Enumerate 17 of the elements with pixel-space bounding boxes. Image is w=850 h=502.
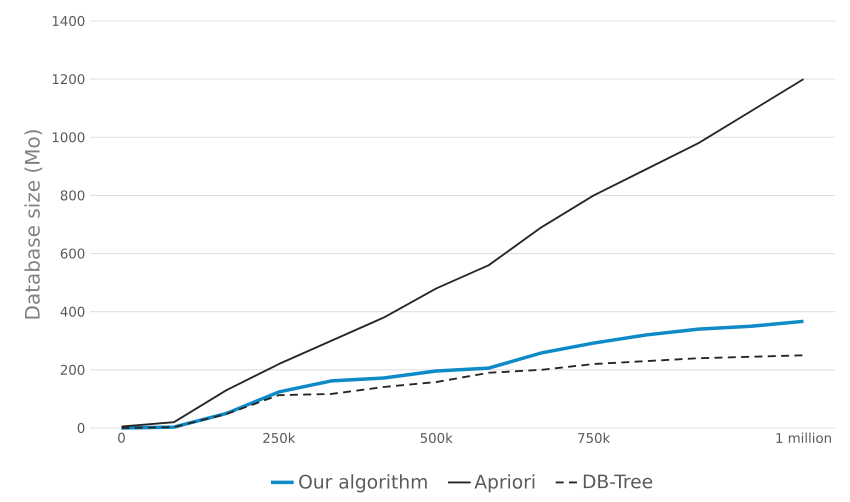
y-tick-label: 1400 xyxy=(52,16,84,26)
legend-label: Our algorithm xyxy=(299,474,427,492)
y-tick-label: 200 xyxy=(60,364,84,375)
x-tick-label: 750k xyxy=(578,432,610,444)
x-tick-label: 0 xyxy=(118,432,125,443)
y-tick-label: 1200 xyxy=(52,74,84,84)
y-axis-title: Database size (Mo) xyxy=(24,130,42,319)
x-tick-label: 1 million xyxy=(776,432,831,444)
y-tick-label: 400 xyxy=(60,306,84,317)
legend-label: Apriori xyxy=(474,474,534,492)
y-tick-label: 800 xyxy=(60,190,84,200)
x-tick-label: 250k xyxy=(263,432,296,444)
y-tick-label: 0 xyxy=(78,422,84,434)
y-tick-label: 600 xyxy=(60,248,84,259)
legend-label: DB-Tree xyxy=(584,474,652,488)
x-tick-label: 500k xyxy=(420,432,453,444)
y-tick-label: 1000 xyxy=(52,132,84,142)
